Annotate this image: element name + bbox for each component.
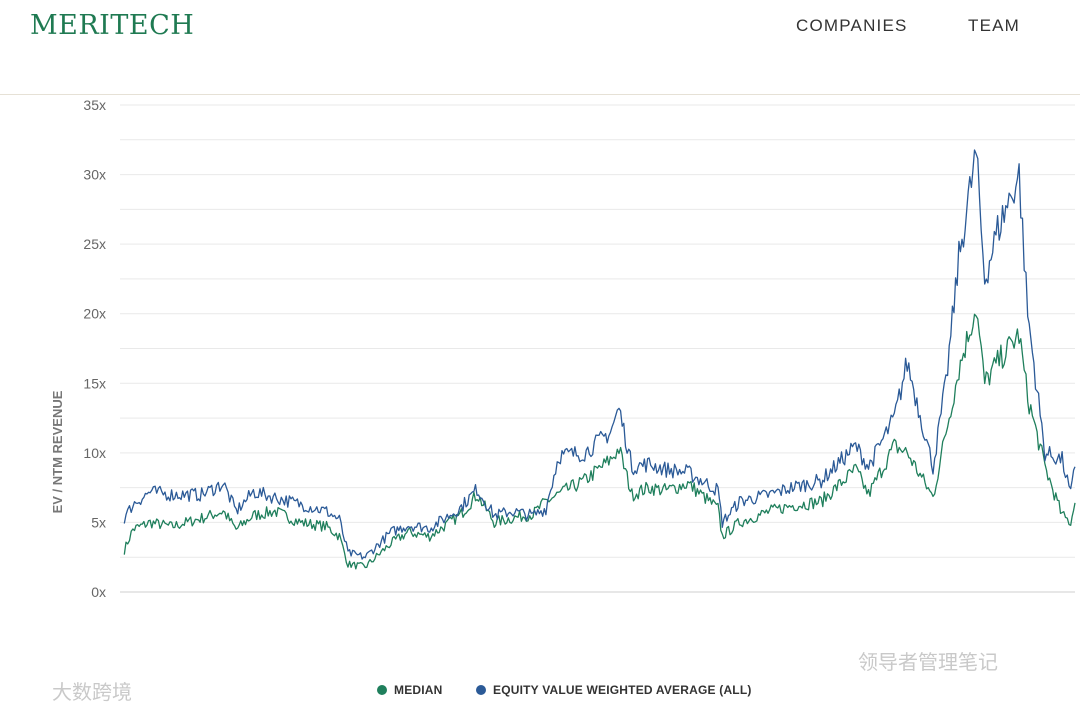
watermark-right: 领导者管理笔记 <box>858 650 998 674</box>
watermark-left: 大数跨境 <box>52 680 132 704</box>
legend-weighted-average: EQUITY VALUE WEIGHTED AVERAGE (ALL) <box>476 683 752 697</box>
legend-median-swatch <box>377 685 387 695</box>
y-tick-label: 25x <box>83 236 106 252</box>
meritech-logo[interactable]: MERITECH <box>30 10 195 41</box>
legend-median-label: MEDIAN <box>394 683 443 697</box>
nav-companies[interactable]: COMPANIES <box>796 16 908 35</box>
y-tick-label: 35x <box>83 97 106 113</box>
y-tick-label: 15x <box>83 375 106 391</box>
y-axis-label: EV / NTM REVENUE <box>50 390 65 513</box>
y-tick-label: 10x <box>83 445 106 461</box>
chart-grid <box>120 104 1075 593</box>
y-tick-label: 30x <box>83 167 106 183</box>
legend-median: MEDIAN <box>377 683 443 697</box>
x-axis-ticks: Jan-06 Jan-10 Jan-14 Jan-18 Jan-22 <box>180 612 1049 615</box>
series-median-line <box>123 313 1076 570</box>
x-tick-label: Jan-06 <box>180 612 223 615</box>
y-tick-label: 20x <box>83 306 106 322</box>
y-tick-label: 5x <box>91 514 106 530</box>
series-weighted-average-line <box>123 149 1076 560</box>
x-tick-label: Jan-18 <box>800 612 843 615</box>
x-tick-label: Jan-22 <box>1006 612 1049 615</box>
site-header: MERITECH COMPANIES TEAM <box>0 0 1080 95</box>
ev-revenue-line-chart: 0x 5x 10x 15x 20x 25x 30x 35x Jan-06 Jan-10 Jan-1… <box>50 97 1076 615</box>
legend-weighted-average-label: EQUITY VALUE WEIGHTED AVERAGE (ALL) <box>493 683 752 697</box>
nav-team[interactable]: TEAM <box>968 16 1021 35</box>
y-tick-label: 0x <box>91 584 106 600</box>
chart-series <box>123 149 1076 570</box>
legend-weighted-average-swatch <box>476 685 486 695</box>
x-tick-label: Jan-10 <box>387 612 430 615</box>
y-axis-ticks: 0x 5x 10x 15x 20x 25x 30x 35x <box>83 97 106 600</box>
x-tick-label: Jan-14 <box>593 612 636 615</box>
